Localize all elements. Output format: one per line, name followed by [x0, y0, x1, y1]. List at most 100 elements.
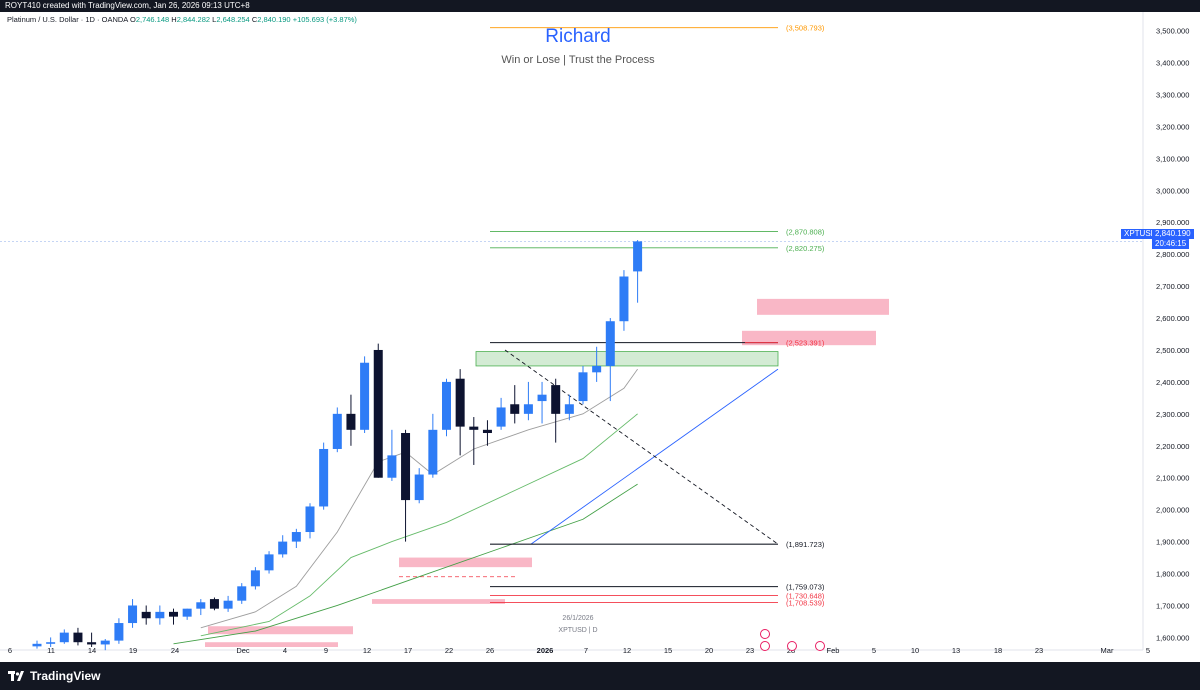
candle-body: [605, 321, 615, 366]
x-tick-label: 6: [8, 646, 12, 655]
close-label: C: [251, 15, 258, 24]
candle-body: [141, 611, 151, 619]
candle-body: [387, 455, 397, 478]
y-tick-label: 2,200.000: [1156, 442, 1189, 451]
price-tag-value: 2,840.190: [1152, 229, 1194, 239]
candle-body: [332, 413, 342, 449]
x-tick-label: 12: [363, 646, 371, 655]
price-tag-countdown: 20:46:15: [1152, 239, 1190, 249]
x-tick-label: 5: [872, 646, 876, 655]
y-tick-label: 2,800.000: [1156, 250, 1189, 259]
candle-body: [250, 570, 260, 587]
low-label: L: [212, 15, 217, 24]
candles-layer: [32, 240, 643, 651]
candle-body: [592, 365, 602, 373]
candle-body: [633, 241, 643, 272]
supply-zone-6: [205, 642, 338, 647]
candle-body: [414, 474, 424, 501]
economic-event-icon: [787, 641, 797, 651]
x-tick-label: 17: [404, 646, 412, 655]
candle-body: [223, 600, 233, 609]
y-tick-label: 3,100.000: [1156, 154, 1189, 163]
x-tick-label: 14: [88, 646, 96, 655]
x-tick-label: 9: [324, 646, 328, 655]
candle-body: [360, 362, 370, 430]
x-tick-label: 5: [1146, 646, 1150, 655]
level-label: (2,870.808): [786, 227, 825, 236]
candle-body: [87, 642, 97, 645]
y-tick-label: 2,400.000: [1156, 378, 1189, 387]
candle-body: [496, 407, 506, 427]
economic-event-icon: [760, 629, 770, 639]
candle-body: [428, 429, 438, 475]
ohlc-legend: Platinum / U.S. Dollar · 1D · OANDA O2,7…: [7, 15, 357, 24]
x-tick-label: Feb: [827, 646, 840, 655]
y-tick-label: 2,500.000: [1156, 346, 1189, 355]
candle-body: [578, 372, 588, 402]
candle-body: [114, 623, 124, 641]
y-tick-label: 3,300.000: [1156, 90, 1189, 99]
x-tick-label: 23: [1035, 646, 1043, 655]
x-tick-label: 18: [994, 646, 1002, 655]
candle-body: [537, 394, 547, 402]
low-value: 2,648.254: [216, 15, 250, 24]
x-tick-label: 11: [47, 646, 55, 655]
y-tick-label: 3,200.000: [1156, 122, 1189, 131]
moving-average-slow: [173, 483, 638, 645]
x-tick-label: 24: [171, 646, 179, 655]
x-tick-label: 12: [623, 646, 631, 655]
candle-body: [482, 429, 492, 434]
candle-body: [155, 611, 165, 619]
level-label: (1,891.723): [786, 540, 825, 549]
demand-zone-green: [475, 351, 779, 367]
candle-body: [551, 385, 561, 414]
x-tick-label: 26: [486, 646, 494, 655]
tradingview-logo-icon: [8, 670, 24, 681]
symbol-description: Platinum / U.S. Dollar · 1D · OANDA: [7, 15, 128, 24]
high-value: 2,844.282: [176, 15, 211, 24]
brand-name: TradingView: [30, 669, 101, 683]
x-tick-label: 15: [664, 646, 672, 655]
change-value: +105.693 (+3.87%): [292, 15, 357, 24]
economic-event-icon: [760, 641, 770, 651]
y-tick-label: 1,700.000: [1156, 601, 1189, 610]
candle-body: [169, 611, 178, 617]
drawings-layer: [0, 27, 1143, 647]
supply-zone-2: [742, 330, 876, 346]
tradingview-footer: TradingView: [0, 662, 1200, 690]
level-label: (2,523.391): [786, 339, 825, 348]
x-tick-label: 7: [584, 646, 588, 655]
watermark-title: Richard: [545, 26, 610, 47]
y-tick-label: 1,800.000: [1156, 570, 1189, 579]
y-tick-label: 2,300.000: [1156, 410, 1189, 419]
y-tick-label: 2,100.000: [1156, 474, 1189, 483]
level-label: (3,508.793): [786, 24, 825, 33]
price-chart[interactable]: 1,600.000 1,700.000 1,800.000 1,900.000 2,00…: [0, 12, 1200, 662]
candle-body: [46, 642, 56, 644]
supply-zone-1: [757, 298, 889, 315]
x-tick-label: 20: [705, 646, 713, 655]
candle-body: [291, 532, 301, 542]
x-tick-label: 10: [911, 646, 919, 655]
supply-zone-5: [208, 626, 353, 635]
candle-body: [209, 599, 219, 609]
falling-dashed-line: [504, 349, 779, 545]
x-tick-label: Mar: [1101, 646, 1114, 655]
candle-body: [305, 506, 315, 533]
y-tick-label: 2,000.000: [1156, 506, 1189, 515]
time-axis[interactable]: 611141924Dec4912172226202671215202328Feb…: [0, 646, 1150, 655]
event-icons[interactable]: [760, 629, 825, 651]
price-axis[interactable]: 1,600.000 1,700.000 1,800.000 1,900.000 2,00…: [1142, 12, 1189, 650]
open-label: O: [129, 15, 136, 24]
candle-body: [128, 605, 138, 624]
candle-body: [237, 586, 247, 601]
candle-body: [278, 541, 288, 555]
candle-body: [469, 426, 479, 430]
candle-body: [401, 433, 411, 501]
moving-average-fast: [200, 368, 638, 629]
y-tick-label: 1,900.000: [1156, 538, 1189, 547]
attribution-bar: ROYT410 created with TradingView.com, Ja…: [0, 0, 1200, 12]
x-tick-label: 22: [445, 646, 453, 655]
level-labels-layer: (3,508.793) (2,870.808) (2,820.275) (2,523.…: [786, 24, 825, 608]
y-tick-label: 3,000.000: [1156, 186, 1189, 195]
